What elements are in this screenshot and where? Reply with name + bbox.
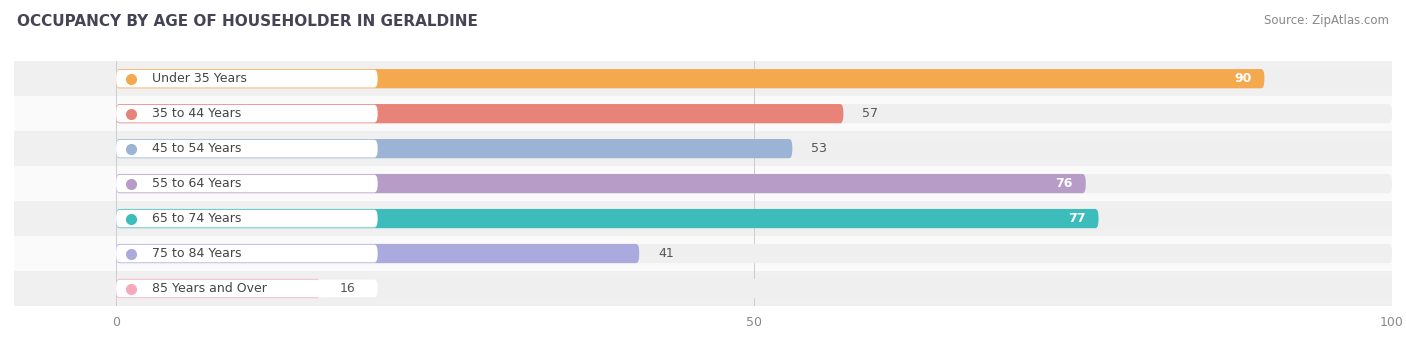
- Text: 57: 57: [862, 107, 879, 120]
- Bar: [14, 61, 1392, 96]
- Text: Under 35 Years: Under 35 Years: [152, 72, 246, 85]
- Text: 90: 90: [1234, 72, 1251, 85]
- Bar: [14, 201, 1392, 236]
- FancyBboxPatch shape: [117, 70, 378, 87]
- FancyBboxPatch shape: [117, 174, 1085, 193]
- Text: 41: 41: [658, 247, 673, 260]
- FancyBboxPatch shape: [117, 244, 640, 263]
- Bar: [14, 271, 1392, 306]
- Bar: [14, 96, 1392, 131]
- Text: 16: 16: [339, 282, 356, 295]
- FancyBboxPatch shape: [117, 280, 378, 298]
- Bar: [14, 131, 1392, 166]
- FancyBboxPatch shape: [117, 139, 793, 158]
- Text: 53: 53: [811, 142, 827, 155]
- FancyBboxPatch shape: [117, 140, 378, 157]
- FancyBboxPatch shape: [117, 104, 1392, 123]
- Text: 76: 76: [1056, 177, 1073, 190]
- FancyBboxPatch shape: [117, 175, 378, 192]
- FancyBboxPatch shape: [117, 209, 1098, 228]
- FancyBboxPatch shape: [117, 244, 1392, 263]
- Text: 35 to 44 Years: 35 to 44 Years: [152, 107, 240, 120]
- Text: 55 to 64 Years: 55 to 64 Years: [152, 177, 242, 190]
- FancyBboxPatch shape: [117, 105, 378, 122]
- FancyBboxPatch shape: [117, 104, 844, 123]
- Text: 65 to 74 Years: 65 to 74 Years: [152, 212, 242, 225]
- FancyBboxPatch shape: [117, 69, 1264, 88]
- Text: 77: 77: [1069, 212, 1085, 225]
- Text: 45 to 54 Years: 45 to 54 Years: [152, 142, 242, 155]
- Bar: [14, 236, 1392, 271]
- FancyBboxPatch shape: [117, 69, 1392, 88]
- FancyBboxPatch shape: [117, 245, 378, 262]
- FancyBboxPatch shape: [117, 139, 1392, 158]
- FancyBboxPatch shape: [117, 174, 1392, 193]
- Bar: [14, 166, 1392, 201]
- FancyBboxPatch shape: [117, 279, 1392, 298]
- FancyBboxPatch shape: [117, 209, 1392, 228]
- FancyBboxPatch shape: [117, 279, 321, 298]
- Text: OCCUPANCY BY AGE OF HOUSEHOLDER IN GERALDINE: OCCUPANCY BY AGE OF HOUSEHOLDER IN GERAL…: [17, 14, 478, 29]
- Text: 75 to 84 Years: 75 to 84 Years: [152, 247, 242, 260]
- FancyBboxPatch shape: [117, 210, 378, 227]
- Text: Source: ZipAtlas.com: Source: ZipAtlas.com: [1264, 14, 1389, 27]
- Text: 85 Years and Over: 85 Years and Over: [152, 282, 267, 295]
